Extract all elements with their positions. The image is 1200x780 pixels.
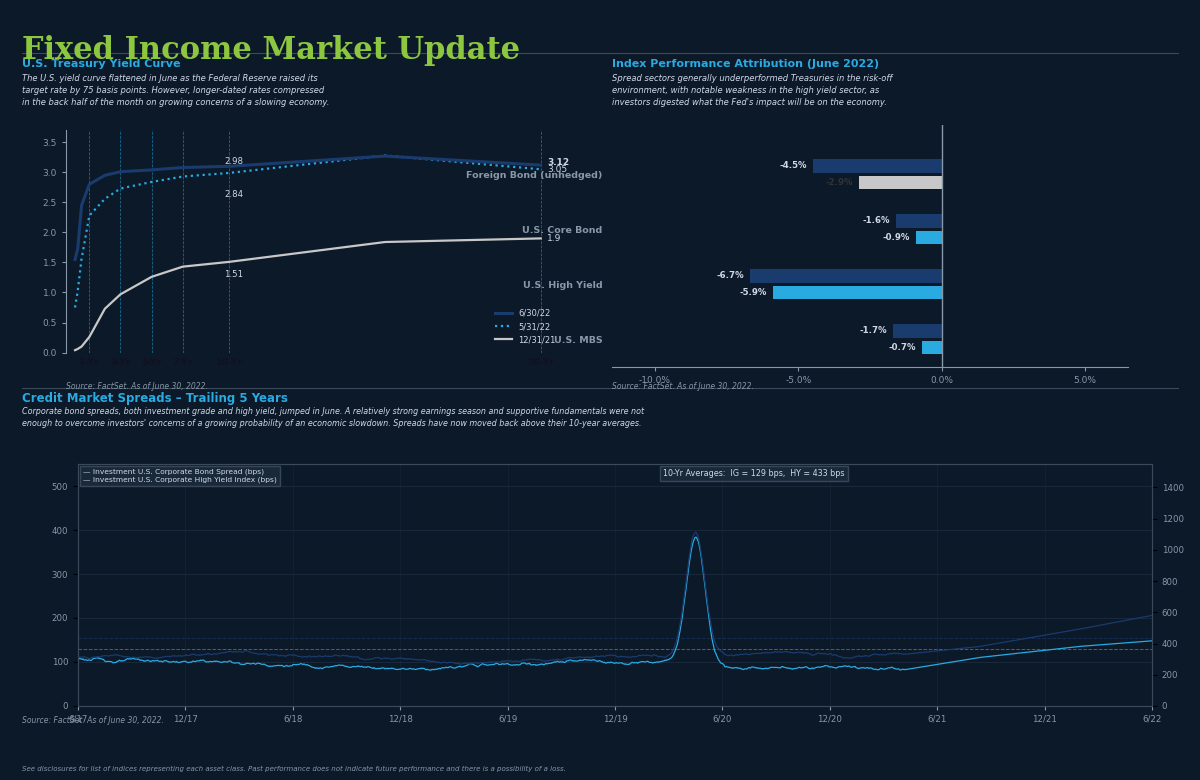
Bar	[922, 341, 942, 354]
Investment U.S. Corporate High Yield Index (bps)	[551, 654, 565, 664]
Text: -1.7%: -1.7%	[859, 326, 887, 335]
Text: 1.9: 1.9	[547, 234, 562, 243]
Investment U.S. Corporate High Yield Index (bps)	[689, 527, 703, 537]
Text: Index Performance Attribution (June 2022): Index Performance Attribution (June 2022…	[612, 59, 880, 69]
Investment U.S. Corporate Bond Spread (bps)	[1145, 636, 1159, 646]
Text: — Investment U.S. Corporate Bond Spread (bps)
— Investment U.S. Corporate High Y: — Investment U.S. Corporate Bond Spread …	[83, 469, 277, 483]
Investment U.S. Corporate Bond Spread (bps)	[551, 657, 565, 666]
Text: -0.7%: -0.7%	[888, 343, 916, 352]
Text: U.S. Treasury Yield Curve: U.S. Treasury Yield Curve	[22, 59, 180, 69]
Investment U.S. Corporate Bond Spread (bps)	[71, 654, 85, 663]
Text: Spread sectors generally underperformed Treasuries in the risk-off
environment, : Spread sectors generally underperformed …	[612, 74, 893, 108]
Text: -4.5%: -4.5%	[780, 161, 806, 171]
Text: 10-Yr: 10-Yr	[216, 358, 242, 367]
Text: See disclosures for list of indices representing each asset class. Past performa: See disclosures for list of indices repr…	[22, 766, 565, 772]
Text: 3.05: 3.05	[547, 165, 568, 174]
Bar	[893, 324, 942, 338]
Bar	[895, 214, 942, 228]
Text: 30-Yr: 30-Yr	[527, 358, 554, 367]
Investment U.S. Corporate High Yield Index (bps)	[94, 652, 108, 661]
Text: -6.7%: -6.7%	[716, 271, 744, 280]
Text: -2.9%: -2.9%	[826, 178, 853, 187]
Line: Investment U.S. Corporate High Yield Index (bps): Investment U.S. Corporate High Yield Ind…	[78, 532, 1152, 665]
Investment U.S. Corporate High Yield Index (bps)	[454, 660, 468, 669]
Text: 7-Yr: 7-Yr	[173, 358, 193, 367]
Text: Source: FactSet. As of June 30, 2022.: Source: FactSet. As of June 30, 2022.	[22, 716, 163, 725]
Text: Credit Market Spreads – Trailing 5 Years: Credit Market Spreads – Trailing 5 Years	[22, 392, 288, 406]
Bar	[750, 269, 942, 282]
Investment U.S. Corporate High Yield Index (bps)	[79, 653, 94, 662]
Text: 2.84: 2.84	[224, 190, 244, 200]
Text: -5.9%: -5.9%	[739, 288, 767, 297]
Investment U.S. Corporate Bond Spread (bps)	[424, 665, 438, 675]
Bar	[812, 159, 942, 172]
Text: 2.98: 2.98	[224, 158, 244, 166]
Bar	[773, 285, 942, 300]
Bar	[858, 176, 942, 190]
Text: Fixed Income Market Update: Fixed Income Market Update	[22, 35, 520, 66]
Text: -1.6%: -1.6%	[863, 216, 890, 225]
Investment U.S. Corporate Bond Spread (bps)	[689, 533, 703, 542]
Investment U.S. Corporate Bond Spread (bps)	[683, 555, 697, 564]
Investment U.S. Corporate Bond Spread (bps)	[79, 655, 94, 665]
Text: Corporate bond spreads, both investment grade and high yield, jumped in June. A : Corporate bond spreads, both investment …	[22, 407, 643, 428]
Investment U.S. Corporate Bond Spread (bps)	[94, 654, 108, 663]
Investment U.S. Corporate High Yield Index (bps)	[683, 548, 697, 558]
Text: 3.12: 3.12	[547, 158, 569, 167]
Investment U.S. Corporate High Yield Index (bps)	[737, 649, 751, 658]
Investment U.S. Corporate High Yield Index (bps)	[1032, 632, 1046, 641]
Legend: 6/30/22, 5/31/22, 12/31/21: 6/30/22, 5/31/22, 12/31/21	[491, 305, 560, 349]
Text: Source: FactSet. As of June 30, 2022.: Source: FactSet. As of June 30, 2022.	[66, 382, 208, 392]
Text: -0.9%: -0.9%	[883, 233, 910, 242]
Text: 10-Yr Averages:  IG = 129 bps,  HY = 433 bps: 10-Yr Averages: IG = 129 bps, HY = 433 b…	[664, 469, 845, 478]
Investment U.S. Corporate Bond Spread (bps)	[737, 665, 751, 674]
Investment U.S. Corporate Bond Spread (bps)	[1032, 646, 1046, 655]
Text: Source: FactSet. As of June 30, 2022.: Source: FactSet. As of June 30, 2022.	[612, 382, 754, 392]
Investment U.S. Corporate High Yield Index (bps)	[71, 651, 85, 661]
Text: 5-Yr: 5-Yr	[142, 358, 162, 367]
Investment U.S. Corporate High Yield Index (bps)	[1145, 611, 1159, 620]
Line: Investment U.S. Corporate Bond Spread (bps): Investment U.S. Corporate Bond Spread (b…	[78, 537, 1152, 670]
Bar	[916, 231, 942, 244]
Text: The U.S. yield curve flattened in June as the Federal Reserve raised its
target : The U.S. yield curve flattened in June a…	[22, 74, 329, 108]
Text: 1.51: 1.51	[224, 270, 244, 279]
Text: 3-Yr: 3-Yr	[110, 358, 131, 367]
Text: 1-Yr: 1-Yr	[79, 358, 100, 367]
